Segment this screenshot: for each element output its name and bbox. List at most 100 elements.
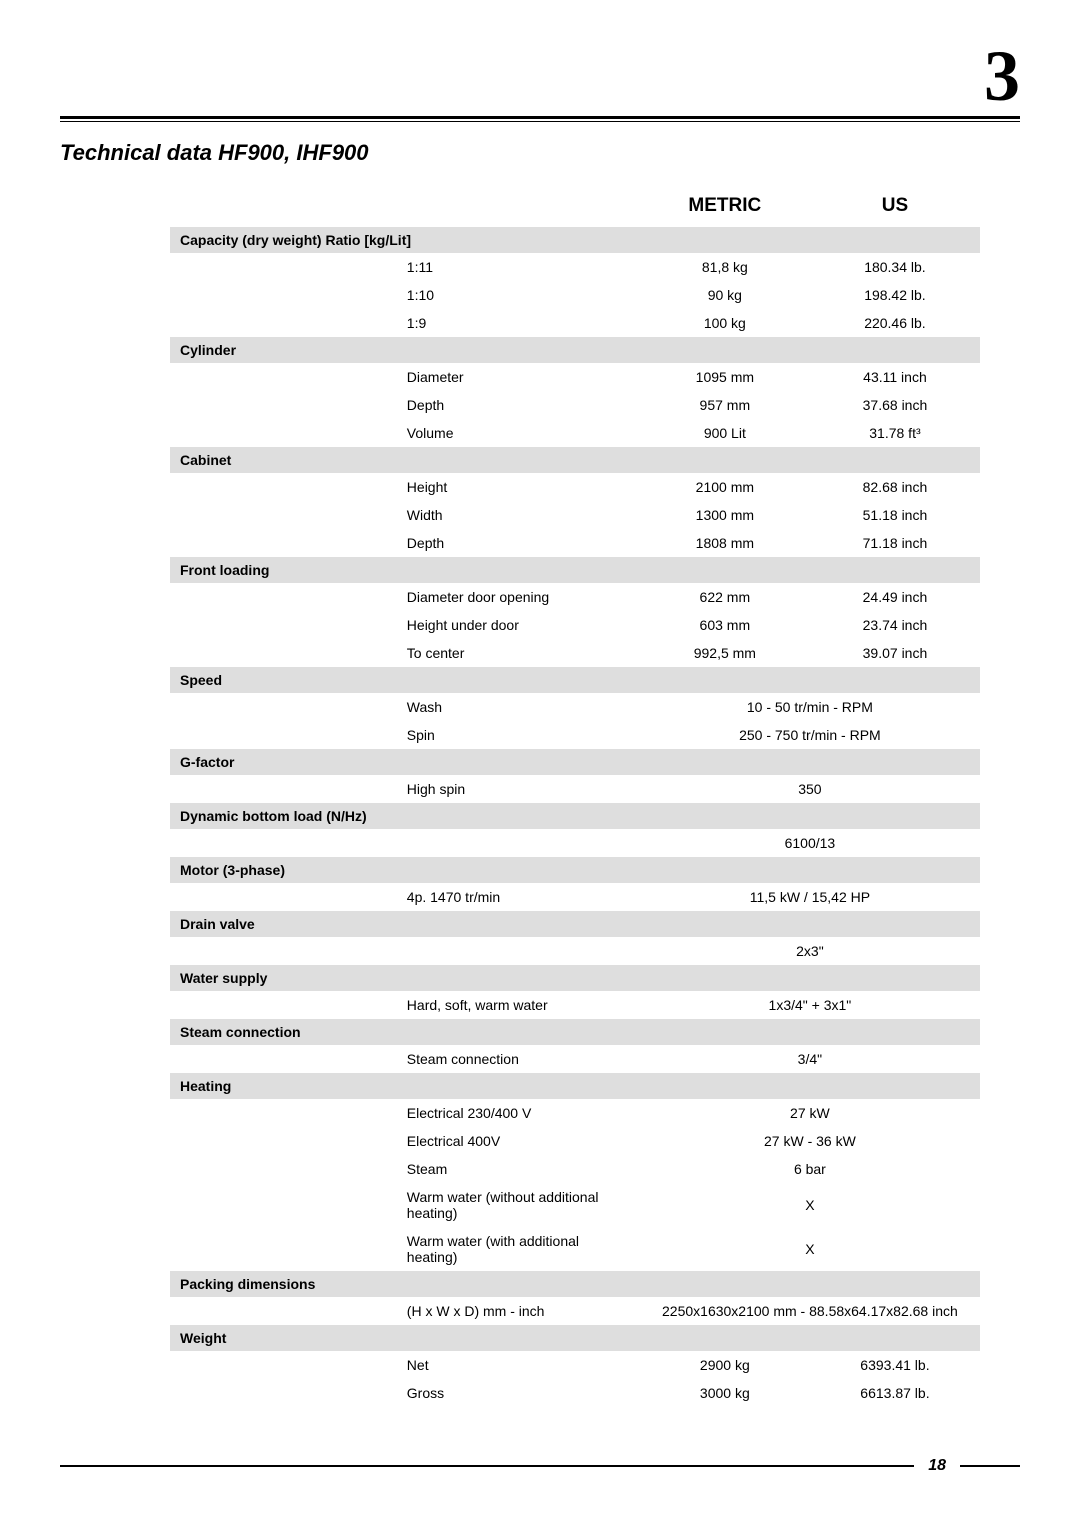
cell-label: Steam connection xyxy=(397,1045,640,1073)
cell-label: Wash xyxy=(397,693,640,721)
cell-blank xyxy=(170,937,397,965)
cell-merged: 6100/13 xyxy=(640,829,980,857)
cell-blank xyxy=(170,473,397,501)
section-header-row: Water supply xyxy=(170,965,980,991)
header-row: METRIC US xyxy=(170,194,980,227)
rule-thin xyxy=(60,121,1020,122)
footer-rule: 18 xyxy=(60,1457,1020,1475)
section-header-row: Heating xyxy=(170,1073,980,1099)
table-row: 4p. 1470 tr/min11,5 kW / 15,42 HP xyxy=(170,883,980,911)
cell-blank xyxy=(170,419,397,447)
cell-blank xyxy=(170,1183,397,1227)
cell-label: 1:11 xyxy=(397,253,640,281)
table-row: 2x3" xyxy=(170,937,980,965)
cell-label: Diameter door opening xyxy=(397,583,640,611)
cell-label: To center xyxy=(397,639,640,667)
section-header-row: Cylinder xyxy=(170,337,980,363)
cell-label xyxy=(397,937,640,965)
table-row: Wash10 - 50 tr/min - RPM xyxy=(170,693,980,721)
section-header-row: Weight xyxy=(170,1325,980,1351)
cell-metric: 900 Lit xyxy=(640,419,810,447)
cell-metric: 2100 mm xyxy=(640,473,810,501)
cell-label: Volume xyxy=(397,419,640,447)
cell-label: Spin xyxy=(397,721,640,749)
cell-blank xyxy=(170,639,397,667)
cell-blank xyxy=(170,583,397,611)
section-header-row: Dynamic bottom load (N/Hz) xyxy=(170,803,980,829)
cell-metric: 622 mm xyxy=(640,583,810,611)
section-header: Weight xyxy=(170,1325,980,1351)
section-header: Heating xyxy=(170,1073,980,1099)
cell-blank xyxy=(170,775,397,803)
cell-label: Diameter xyxy=(397,363,640,391)
cell-us: 71.18 inch xyxy=(810,529,980,557)
cell-label: Hard, soft, warm water xyxy=(397,991,640,1019)
spec-body: Capacity (dry weight) Ratio [kg/Lit]1:11… xyxy=(170,227,980,1407)
cell-label: (H x W x D) mm - inch xyxy=(397,1297,640,1325)
cell-merged: 250 - 750 tr/min - RPM xyxy=(640,721,980,749)
cell-merged: 27 kW - 36 kW xyxy=(640,1127,980,1155)
table-row: Width1300 mm51.18 inch xyxy=(170,501,980,529)
cell-label xyxy=(397,829,640,857)
cell-blank xyxy=(170,1045,397,1073)
cell-us: 82.68 inch xyxy=(810,473,980,501)
cell-blank xyxy=(170,991,397,1019)
cell-label: Net xyxy=(397,1351,640,1379)
section-header-row: Steam connection xyxy=(170,1019,980,1045)
table-row: Gross3000 kg6613.87 lb. xyxy=(170,1379,980,1407)
cell-blank xyxy=(170,529,397,557)
cell-label: 1:9 xyxy=(397,309,640,337)
cell-label: Electrical 400V xyxy=(397,1127,640,1155)
table-row: Steam6 bar xyxy=(170,1155,980,1183)
cell-merged: 10 - 50 tr/min - RPM xyxy=(640,693,980,721)
cell-us: 220.46 lb. xyxy=(810,309,980,337)
cell-us: 6613.87 lb. xyxy=(810,1379,980,1407)
col-metric: METRIC xyxy=(640,194,810,227)
cell-blank xyxy=(170,1351,397,1379)
cell-metric: 100 kg xyxy=(640,309,810,337)
section-header: G-factor xyxy=(170,749,980,775)
table-row: 6100/13 xyxy=(170,829,980,857)
section-header: Front loading xyxy=(170,557,980,583)
cell-merged: 2250x1630x2100 mm - 88.58x64.17x82.68 in… xyxy=(640,1297,980,1325)
table-row: Electrical 400V27 kW - 36 kW xyxy=(170,1127,980,1155)
cell-label: Depth xyxy=(397,391,640,419)
cell-metric: 2900 kg xyxy=(640,1351,810,1379)
table-row: Diameter door opening622 mm24.49 inch xyxy=(170,583,980,611)
footer-line-left xyxy=(60,1465,914,1467)
cell-us: 37.68 inch xyxy=(810,391,980,419)
cell-merged: 6 bar xyxy=(640,1155,980,1183)
cell-metric: 81,8 kg xyxy=(640,253,810,281)
cell-us: 6393.41 lb. xyxy=(810,1351,980,1379)
section-header: Water supply xyxy=(170,965,980,991)
cell-metric: 957 mm xyxy=(640,391,810,419)
cell-blank xyxy=(170,281,397,309)
spec-table-wrap: METRIC US Capacity (dry weight) Ratio [k… xyxy=(170,194,980,1407)
section-header: Motor (3-phase) xyxy=(170,857,980,883)
cell-label: Height under door xyxy=(397,611,640,639)
cell-us: 39.07 inch xyxy=(810,639,980,667)
cell-blank xyxy=(170,1297,397,1325)
section-header-row: Cabinet xyxy=(170,447,980,473)
section-header-row: Speed xyxy=(170,667,980,693)
cell-blank xyxy=(170,501,397,529)
cell-us: 24.49 inch xyxy=(810,583,980,611)
cell-metric: 992,5 mm xyxy=(640,639,810,667)
cell-blank xyxy=(170,363,397,391)
section-header-row: Motor (3-phase) xyxy=(170,857,980,883)
table-row: To center992,5 mm39.07 inch xyxy=(170,639,980,667)
page-title: Technical data HF900, IHF900 xyxy=(60,140,1020,166)
table-row: Height under door603 mm23.74 inch xyxy=(170,611,980,639)
col-label xyxy=(397,194,640,227)
cell-blank xyxy=(170,391,397,419)
cell-blank xyxy=(170,1155,397,1183)
cell-metric: 1808 mm xyxy=(640,529,810,557)
table-row: Net2900 kg6393.41 lb. xyxy=(170,1351,980,1379)
cell-label: High spin xyxy=(397,775,640,803)
col-us: US xyxy=(810,194,980,227)
table-row: 1:1181,8 kg180.34 lb. xyxy=(170,253,980,281)
cell-label: Width xyxy=(397,501,640,529)
col-param xyxy=(170,194,397,227)
cell-blank xyxy=(170,693,397,721)
table-row: High spin350 xyxy=(170,775,980,803)
